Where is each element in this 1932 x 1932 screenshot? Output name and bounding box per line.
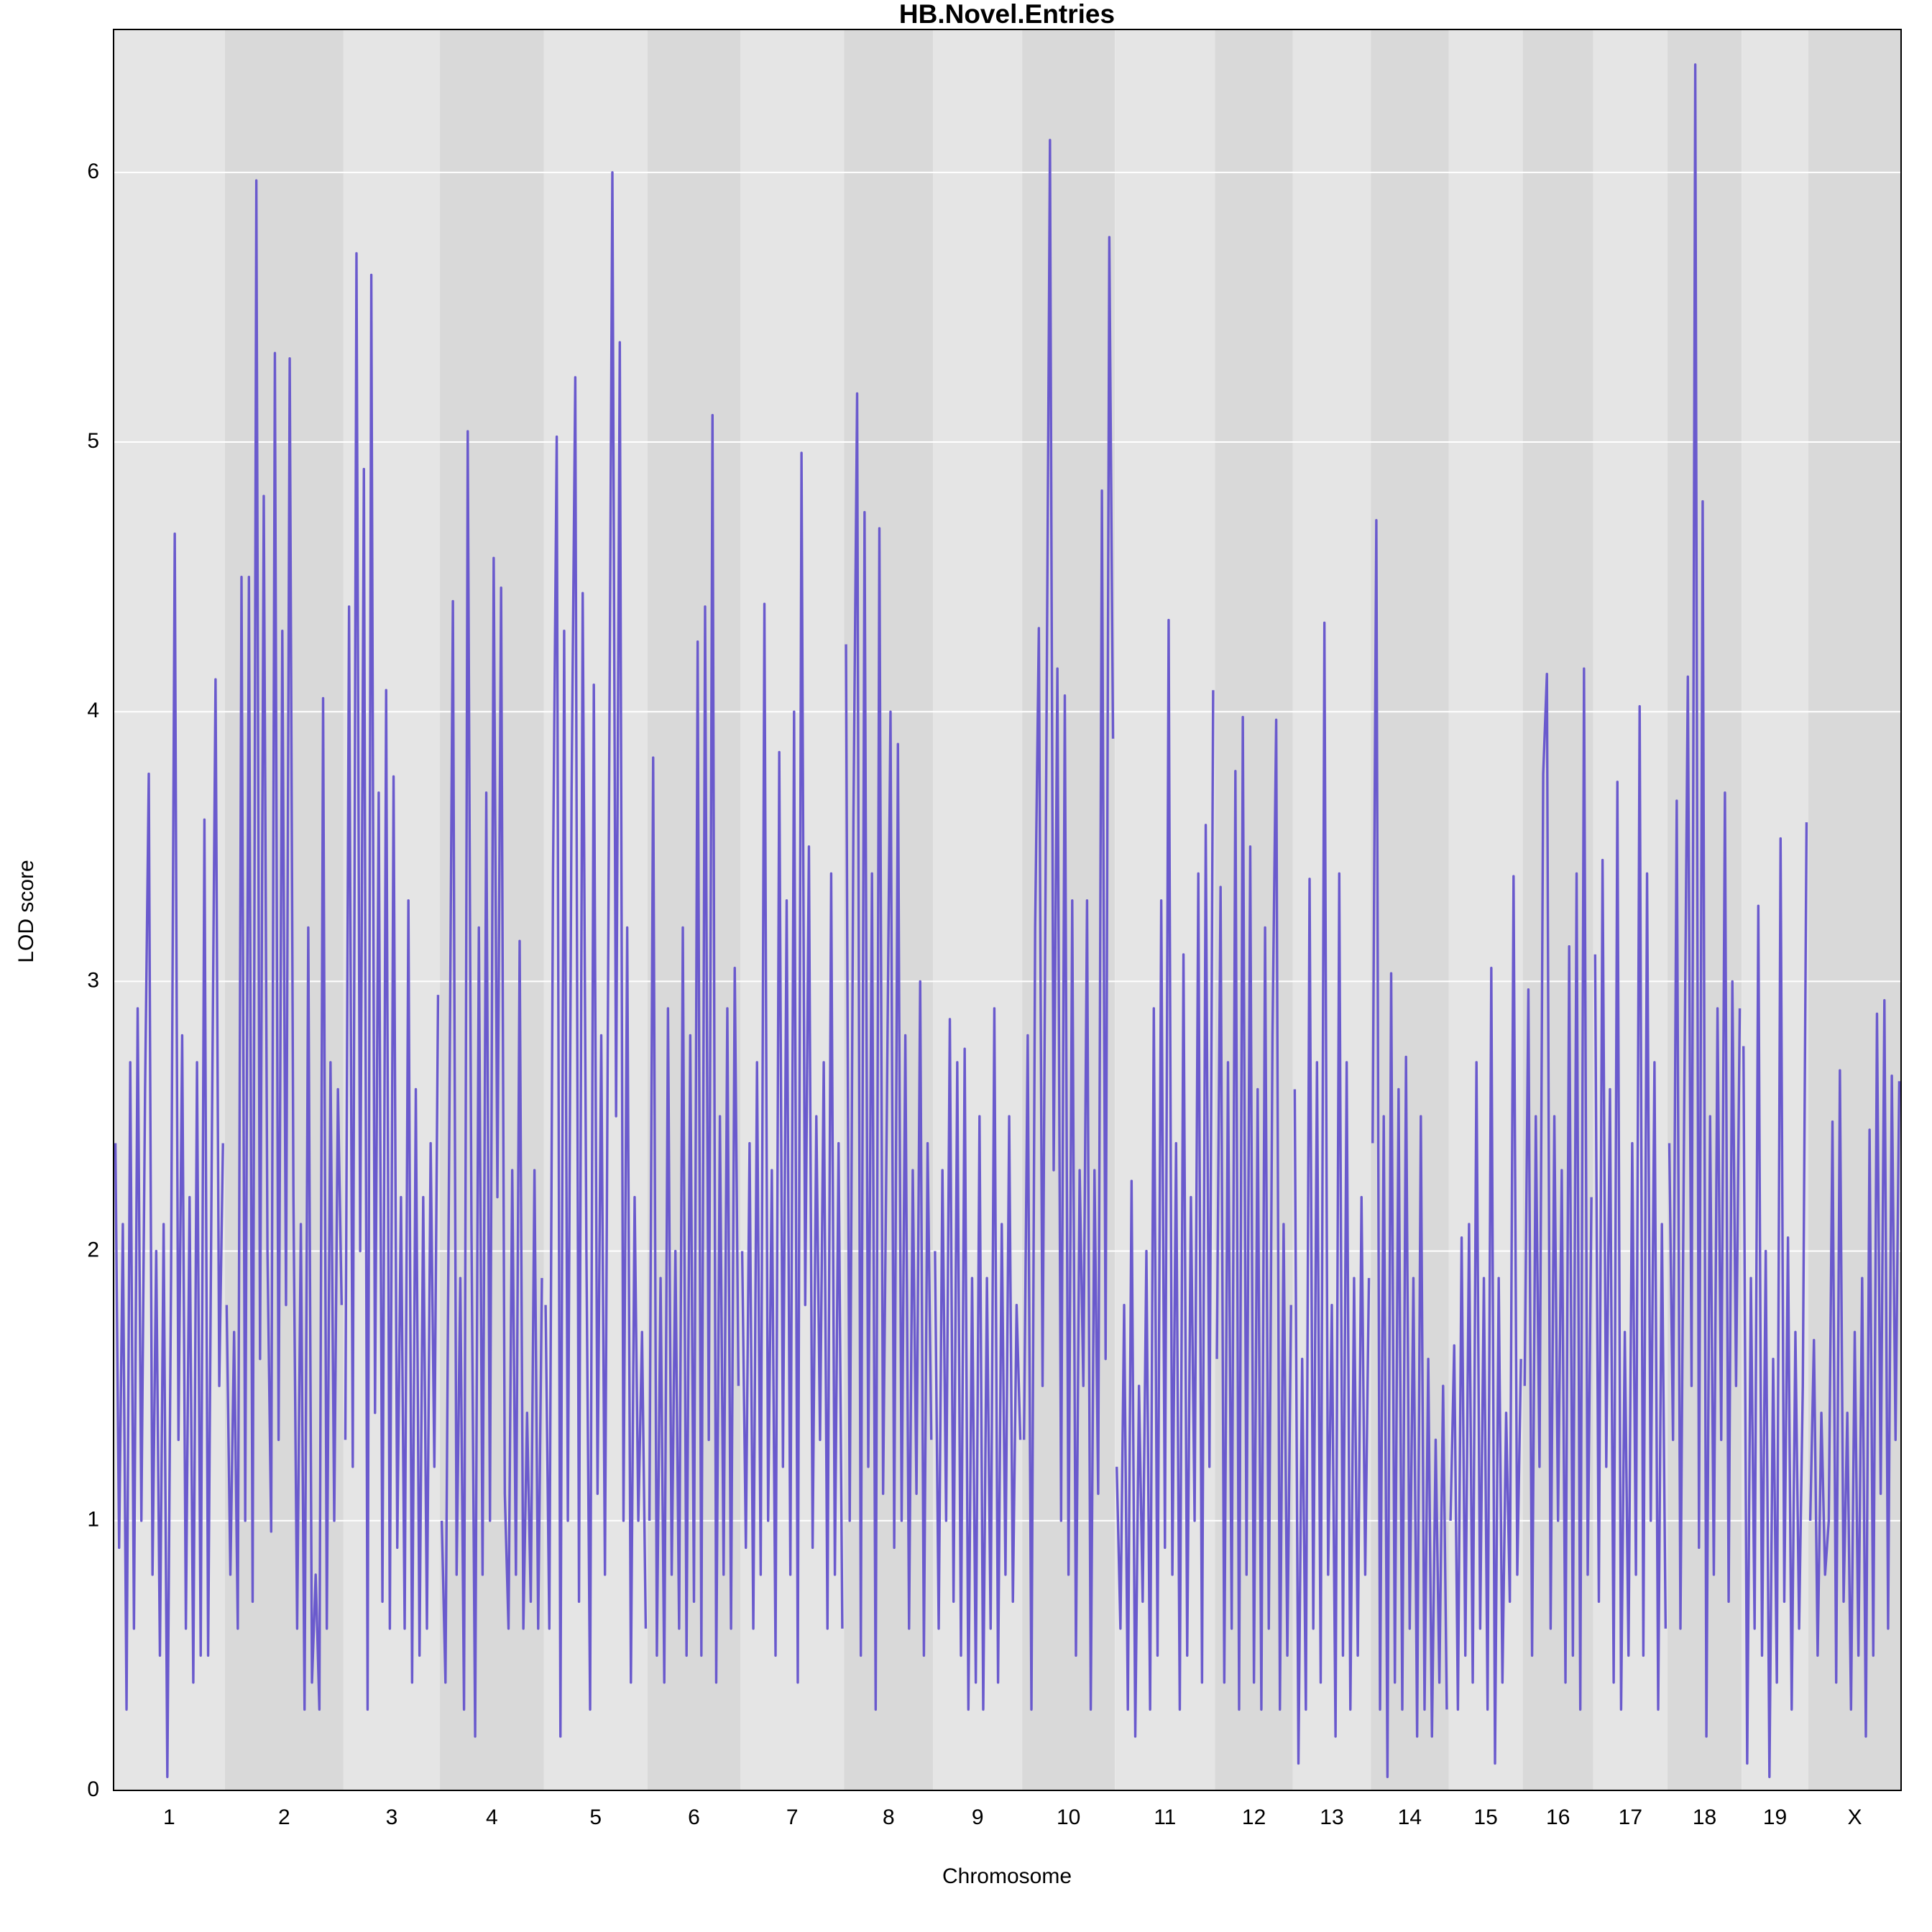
lod-line [114,532,224,1778]
x-axis-label: Chromosome [942,1864,1072,1888]
lod-line [1742,822,1808,1778]
lod-line [440,430,543,1738]
lod-line [1523,667,1593,1711]
y-tick-label: 0 [87,1777,99,1801]
lod-line [1668,63,1742,1738]
y-axis-label: LOD score [14,860,38,962]
y-tick-label: 6 [87,160,99,183]
x-tick-label: 12 [1242,1806,1266,1829]
x-tick-label: 14 [1398,1806,1422,1829]
lod-line [1593,705,1668,1711]
x-tick-label: 1 [163,1806,175,1829]
y-tick-label: 1 [87,1508,99,1532]
x-tick-label: 9 [972,1806,984,1829]
x-tick-label: 2 [278,1806,290,1829]
x-tick-label: X [1847,1806,1862,1829]
x-tick-label: 18 [1693,1806,1716,1829]
x-tick-label: 11 [1154,1806,1176,1829]
lod-line [225,179,344,1711]
x-tick-label: 16 [1546,1806,1570,1829]
lod-line [544,171,648,1738]
x-tick-label: 7 [786,1806,799,1829]
lod-line [934,1007,1022,1711]
x-tick-label: 10 [1057,1806,1080,1829]
lod-line [1293,621,1371,1765]
x-tick-label: 15 [1473,1806,1497,1829]
lod-line [1116,618,1215,1738]
x-tick-label: 5 [589,1806,602,1829]
lod-line [740,451,844,1684]
y-tick-label: 4 [87,699,99,722]
lod-line [1449,875,1522,1765]
x-tick-label: 3 [386,1806,398,1829]
plot-border [113,29,1902,1791]
y-tick-label: 5 [87,429,99,453]
x-tick-label: 4 [486,1806,498,1829]
lod-line [845,392,933,1711]
lod-line [1023,139,1115,1711]
lod-line [344,252,440,1711]
lod-line [1808,998,1901,1738]
lod-line [1215,716,1292,1711]
x-tick-label: 19 [1763,1806,1787,1829]
x-tick-label: 13 [1320,1806,1343,1829]
chart-title: HB.Novel.Entries [899,0,1115,29]
x-tick-label: 8 [883,1806,895,1829]
y-tick-label: 2 [87,1238,99,1262]
lod-line [1371,519,1448,1778]
x-tick-label: 6 [688,1806,700,1829]
x-tick-label: 17 [1619,1806,1642,1829]
lod-line [648,413,740,1684]
y-tick-label: 3 [87,968,99,992]
